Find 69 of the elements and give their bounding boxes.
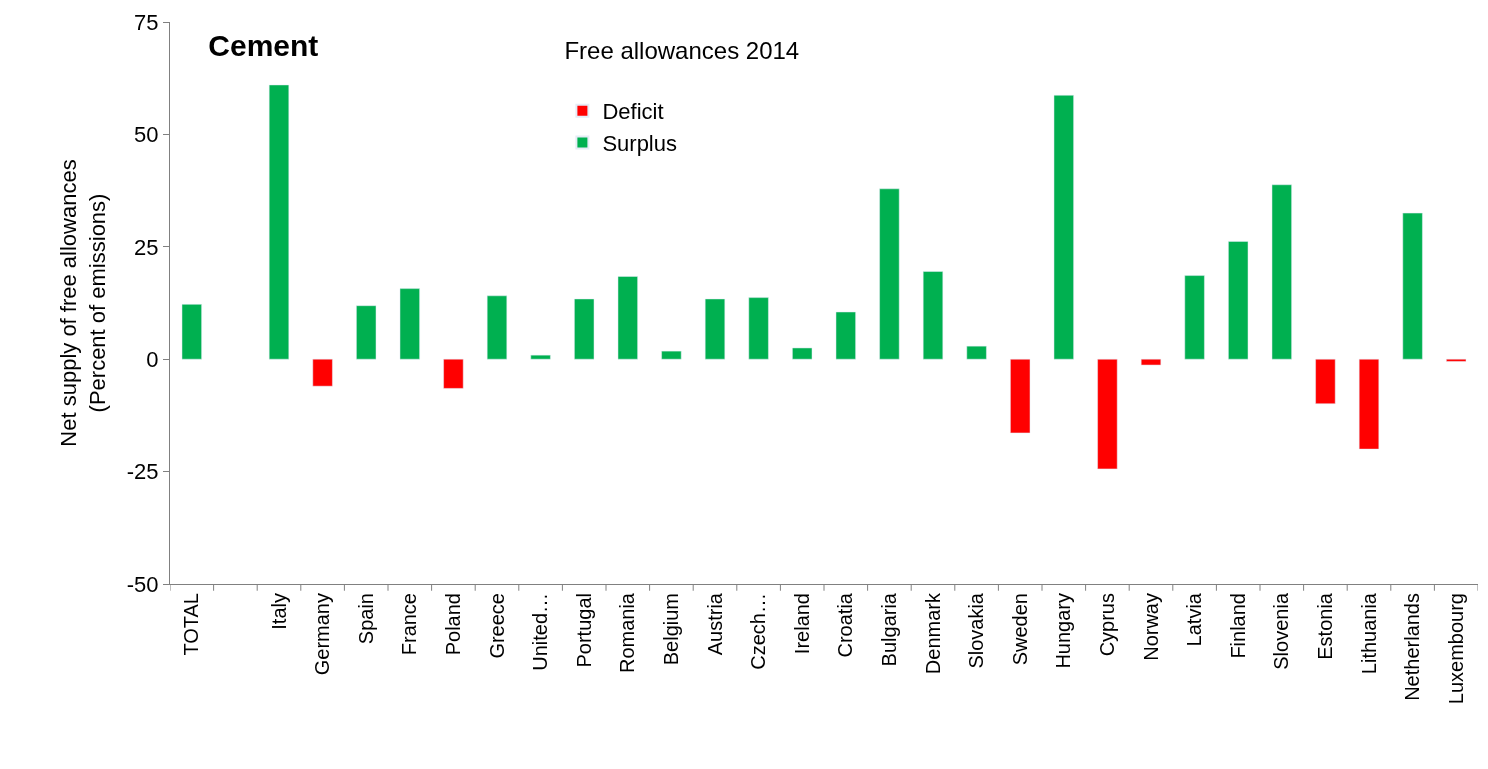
x-tick-label: TOTAL xyxy=(180,593,203,656)
chart-title: Cement xyxy=(208,28,319,62)
x-tick-label: Finland xyxy=(1226,593,1249,659)
x-tick-label: Slovakia xyxy=(965,592,988,669)
x-tick-label: Lithuania xyxy=(1357,592,1380,675)
bar xyxy=(748,297,769,360)
x-tick-label: Hungary xyxy=(1052,593,1075,669)
bar xyxy=(835,311,856,360)
bar xyxy=(268,84,290,360)
bar xyxy=(486,295,508,360)
bar xyxy=(574,298,595,360)
y-tick-label: 75 xyxy=(134,9,159,35)
legend-label: Deficit xyxy=(602,99,664,125)
x-tick-label: Slovenia xyxy=(1270,592,1293,670)
x-tick-label: Luxembourg xyxy=(1444,593,1467,705)
x-tick-label: Portugal xyxy=(572,593,595,668)
bar xyxy=(1010,358,1031,434)
legend-label: Surplus xyxy=(602,131,677,156)
y-tick-label: -50 xyxy=(126,571,159,597)
x-tick-label: Poland xyxy=(441,593,464,656)
bar xyxy=(1271,184,1292,360)
y-axis-title: Net supply of free allowances (Percent of emissions) xyxy=(56,159,110,447)
x-tick-label: France xyxy=(398,593,421,656)
x-tick-label: Bulgaria xyxy=(877,592,900,667)
y-tick-label: 0 xyxy=(146,346,159,372)
x-tick-label: Croatia xyxy=(834,592,857,658)
bar xyxy=(530,354,551,360)
x-tick-label: Ireland xyxy=(790,593,813,655)
x-tick-label: Czech… xyxy=(747,593,770,670)
bar xyxy=(1184,275,1205,360)
bar xyxy=(1140,358,1162,366)
x-tick-label: Sweden xyxy=(1008,593,1031,666)
x-tick-label: Denmark xyxy=(921,592,944,675)
bar xyxy=(1358,358,1380,450)
bar xyxy=(356,305,377,360)
x-tick-label: Germany xyxy=(311,593,334,676)
bar xyxy=(704,298,726,360)
bar xyxy=(181,304,202,360)
x-tick-label: United… xyxy=(529,593,552,671)
x-tick-label: Austria xyxy=(703,592,726,656)
y-tick-label: 25 xyxy=(134,234,159,260)
bar xyxy=(1315,358,1336,404)
bar xyxy=(1446,358,1467,362)
x-tick-label: Latvia xyxy=(1183,592,1206,647)
bar xyxy=(617,276,638,360)
bar xyxy=(922,271,944,360)
x-tick-label: Romania xyxy=(616,592,639,674)
bar xyxy=(1053,95,1074,360)
x-tick-label: Norway xyxy=(1139,593,1162,661)
bar xyxy=(792,347,813,360)
x-tick-label: Estonia xyxy=(1313,592,1336,660)
bar xyxy=(966,345,987,360)
bar xyxy=(879,188,900,360)
y-tick-label: -25 xyxy=(126,459,159,485)
bar xyxy=(1402,212,1423,360)
x-tick-label: Italy xyxy=(267,593,290,630)
bar xyxy=(443,358,464,389)
x-tick-label: Cyprus xyxy=(1095,593,1118,657)
bar xyxy=(661,350,682,360)
legend-title: Free allowances 2014 xyxy=(564,36,800,64)
x-tick-label: Spain xyxy=(354,593,377,645)
bar xyxy=(312,358,333,387)
bar xyxy=(1228,241,1249,360)
bar xyxy=(399,288,420,360)
y-tick-label: 50 xyxy=(134,122,159,148)
bar xyxy=(1097,358,1118,470)
x-tick-label: Belgium xyxy=(659,593,682,666)
x-tick-label: Greece xyxy=(485,593,508,659)
x-tick-label: Netherlands xyxy=(1401,593,1424,701)
